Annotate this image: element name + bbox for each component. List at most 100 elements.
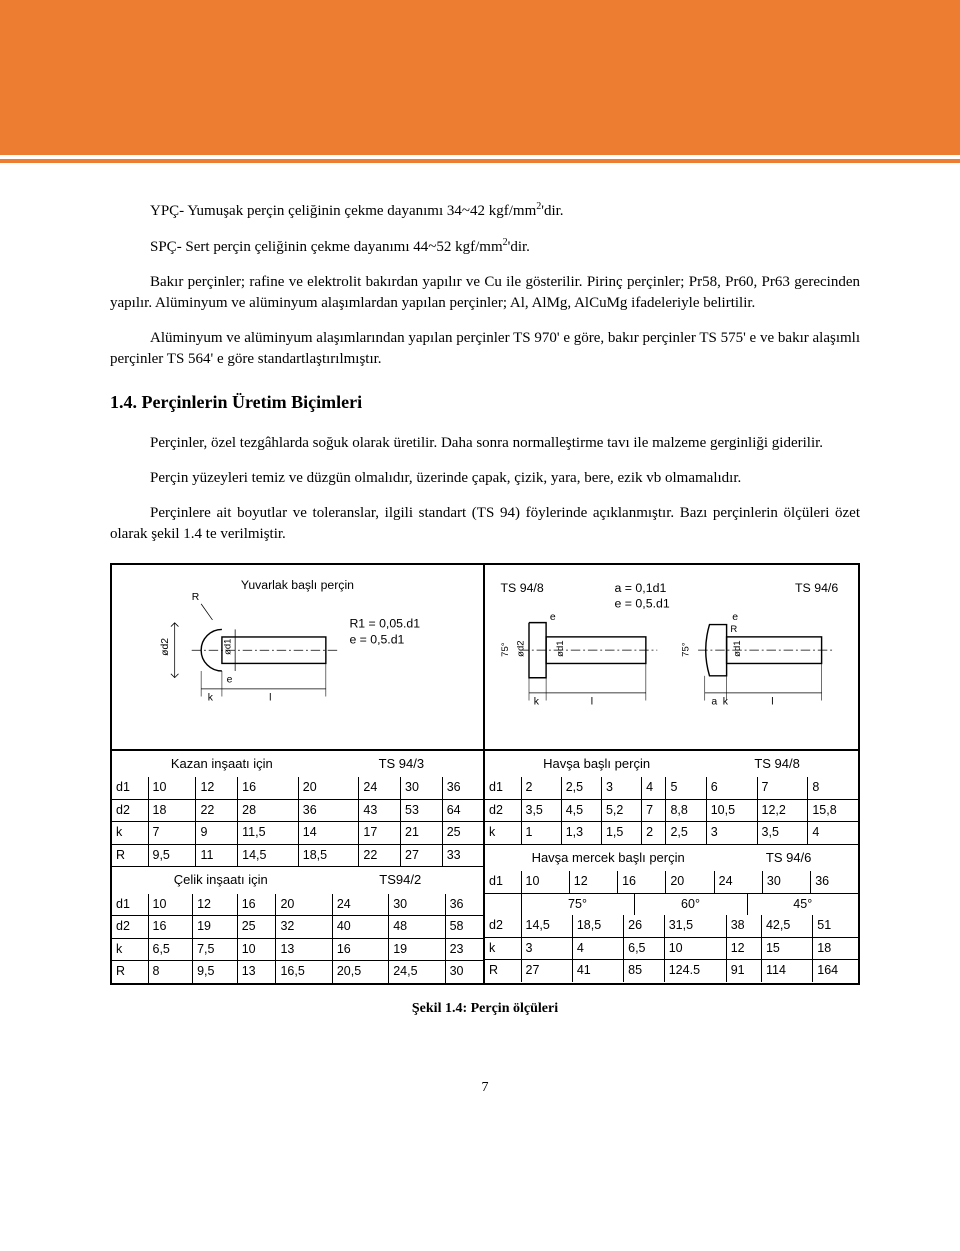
table-cell: R [112,961,148,983]
table-havsa-mercek-body: d214,518,52631,53842,551k346,510121518R2… [485,915,858,982]
table-cell: 42,5 [761,915,812,937]
table-cell: 18 [148,799,196,822]
paragraph-uretim-2: Perçin yüzeyleri temiz ve düzgün olmalıd… [110,468,860,489]
table-row: d23,54,55,278,810,512,215,8 [485,799,858,822]
dim-k: k [723,697,729,708]
table-cell: 9,5 [148,844,196,866]
table-cell: k [485,937,521,960]
table-cell: 8,8 [666,799,706,822]
table-cell: k [485,822,521,844]
paragraph-aluminyum: Alüminyum ve alüminyum alaşımlarından ya… [110,328,860,370]
table-cell: 2 [521,777,561,799]
table-cell: 24 [332,894,388,916]
text-segment: SPÇ- Sert perçin çeliğinin çekme dayanım… [150,239,503,255]
table-cell: 22 [196,799,238,822]
table-row: k6,57,51013161923 [112,938,483,961]
table-cell: 3 [601,777,641,799]
table-cell: 7,5 [193,938,238,961]
table-kazan: d110121620243036d218222836435364k7911,51… [112,777,483,866]
table-cell: 30 [389,894,445,916]
table-cell: 12 [196,777,238,799]
table-row: 75°60°45° [485,893,858,915]
table-cell: 30 [445,961,483,983]
table-cell: R [112,844,148,866]
table-cell: 7 [642,799,666,822]
tbl-std: TS 94/8 [754,755,800,773]
table-cell: 58 [445,916,483,939]
table-cell: 3,5 [521,799,561,822]
table-cell: 32 [276,916,332,939]
table-cell: 21 [401,822,443,845]
dim-d1: ød1 [732,641,743,657]
table-cell: 13 [276,938,332,961]
table-cell: 1 [521,822,561,844]
table-cell: 85 [624,960,665,982]
dim-angle2: 75° [681,642,692,657]
table-cell: 14,5 [238,844,299,866]
table-cell: 10 [664,937,726,960]
diag-formula: e = 0,5.d1 [615,597,670,611]
text-segment: 'dir. [541,203,563,219]
table-cell: 3,5 [757,822,808,844]
table-cell: 53 [401,799,443,822]
dim-l: l [771,697,773,708]
tbl-std: TS 94/3 [379,755,425,773]
table-cell: 64 [442,799,483,822]
ts-label: TS 94/8 [501,581,544,595]
table-cell: 8 [148,961,193,983]
table-row: k11,31,522,533,54 [485,822,858,844]
table-cell: 4 [642,777,666,799]
table-cell: 16 [332,938,388,961]
table-cell: 18,5 [572,915,623,937]
table-cell: 20 [666,871,714,893]
table-row: d218222836435364 [112,799,483,822]
table-cell: 6,5 [624,937,665,960]
dim-a: a [711,697,717,708]
table-cell: 31,5 [664,915,726,937]
dim-e: e [227,675,233,686]
table-cell: 5,2 [601,799,641,822]
table-cell: 36 [442,777,483,799]
table-cell: 10 [237,938,276,961]
diag-formula: e = 0,5.d1 [349,633,404,647]
table-cell: 41 [572,960,623,982]
header-accent-bar [0,0,960,155]
diag-title: Yuvarlak başlı perçin [241,578,354,592]
paragraph-spc: SPÇ- Sert perçin çeliğinin çekme dayanım… [110,236,860,258]
table-cell: 24,5 [389,961,445,983]
table-cell: 7 [757,777,808,799]
table-cell: 6,5 [148,938,193,961]
diagram-round-head: Yuvarlak başlı perçin R1 = 0,05.d1 e = 0… [112,565,485,749]
table-cell: d2 [112,916,148,939]
figure-wrap: Yuvarlak başlı perçin R1 = 0,05.d1 e = 0… [110,563,860,984]
csk-left: 75° ød2 ød1 e k l [500,612,657,708]
table-cell: 13 [237,961,276,983]
table-cell: 10 [148,894,193,916]
text-segment: YPÇ- Yumuşak perçin çeliğinin çekme daya… [150,203,536,219]
table-cell: 20,5 [332,961,388,983]
table-row: R274185124.591114164 [485,960,858,982]
heading-1-4: 1.4. Perçinlerin Üretim Biçimleri [110,390,860,415]
table-cell: 19 [193,916,238,939]
ts-label: TS 94/6 [795,581,838,595]
table-cell: 48 [389,916,445,939]
paragraph-bakir: Bakır perçinler; rafine ve elektrolit ba… [110,272,860,314]
table-cell: k [112,938,148,961]
right-tables: Havşa başlı perçin TS 94/8 d122,5345678d… [485,751,858,982]
paragraph-uretim-3: Perçinlere ait boyutlar ve toleranslar, … [110,503,860,545]
table-cell: 18 [813,937,858,960]
table-cell: d2 [485,799,521,822]
table-cell: 3 [521,937,572,960]
angle-cell: 45° [747,893,858,915]
table-cell: 27 [401,844,443,866]
table-row: k7911,514172125 [112,822,483,845]
table-cell: 16 [618,871,666,893]
table-cell: 6 [706,777,757,799]
table-cell [485,893,521,915]
table-cell: 124.5 [664,960,726,982]
table-cell: 30 [762,871,810,893]
page-number: 7 [110,1078,860,1098]
table-cell: d1 [485,777,521,799]
tbl-title: Havşa başlı perçin [543,755,650,773]
dim-e: e [732,612,738,623]
